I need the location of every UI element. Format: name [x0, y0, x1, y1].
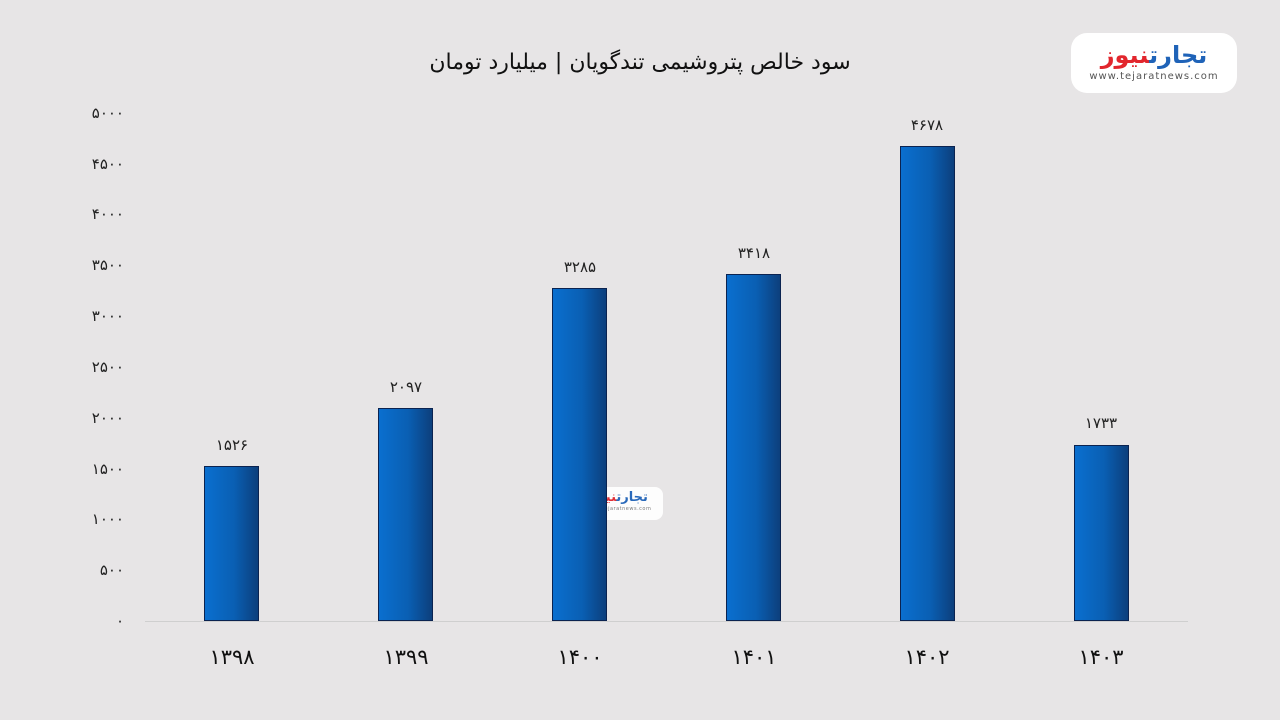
y-tick: ۲۵۰۰	[91, 358, 124, 376]
logo-url: www.tejaratnews.com	[1089, 71, 1219, 82]
y-tick: ۳۵۰۰	[91, 256, 124, 274]
bar-value-label: ۳۲۸۵	[563, 258, 597, 276]
y-tick: ۴۵۰۰	[91, 155, 124, 173]
bar-1403	[1074, 445, 1129, 621]
x-label: ۱۳۹۹	[383, 645, 429, 669]
logo-brand: تجارتنیوز	[1100, 41, 1208, 69]
y-tick: ۴۰۰۰	[91, 205, 124, 223]
x-label: ۱۴۰۰	[557, 645, 603, 669]
y-tick: ۱۵۰۰	[91, 460, 124, 478]
bar-value-label: ۱۷۳۳	[1084, 414, 1118, 432]
y-tick: ۳۰۰۰	[91, 307, 124, 325]
bar-1400	[552, 288, 607, 621]
x-axis-line	[145, 621, 1188, 622]
y-tick: ۵۰۰۰	[91, 104, 124, 122]
bar-1402	[900, 146, 955, 621]
x-label: ۱۴۰۱	[731, 645, 777, 669]
y-tick: ۰	[115, 612, 124, 630]
bar-value-label: ۴۶۷۸	[910, 116, 944, 134]
x-label: ۱۳۹۸	[209, 645, 255, 669]
bar-value-label: ۳۴۱۸	[737, 244, 771, 262]
watermark-url: www.tejaratnews.com	[586, 506, 652, 512]
y-tick: ۵۰۰	[99, 561, 124, 579]
y-tick: ۲۰۰۰	[91, 409, 124, 427]
bar-1399	[378, 408, 433, 621]
chart-title: سود خالص پتروشیمی تندگویان | میلیارد توم…	[429, 50, 851, 75]
bar-1398	[204, 466, 259, 621]
bar-value-label: ۱۵۲۶	[215, 436, 249, 454]
x-label: ۱۴۰۳	[1078, 645, 1124, 669]
x-label: ۱۴۰۲	[904, 645, 950, 669]
tejaratnews-logo: تجارتنیوز www.tejaratnews.com	[1071, 33, 1237, 93]
y-tick: ۱۰۰۰	[91, 510, 124, 528]
bar-value-label: ۲۰۹۷	[389, 378, 423, 396]
bar-1401	[726, 274, 781, 621]
